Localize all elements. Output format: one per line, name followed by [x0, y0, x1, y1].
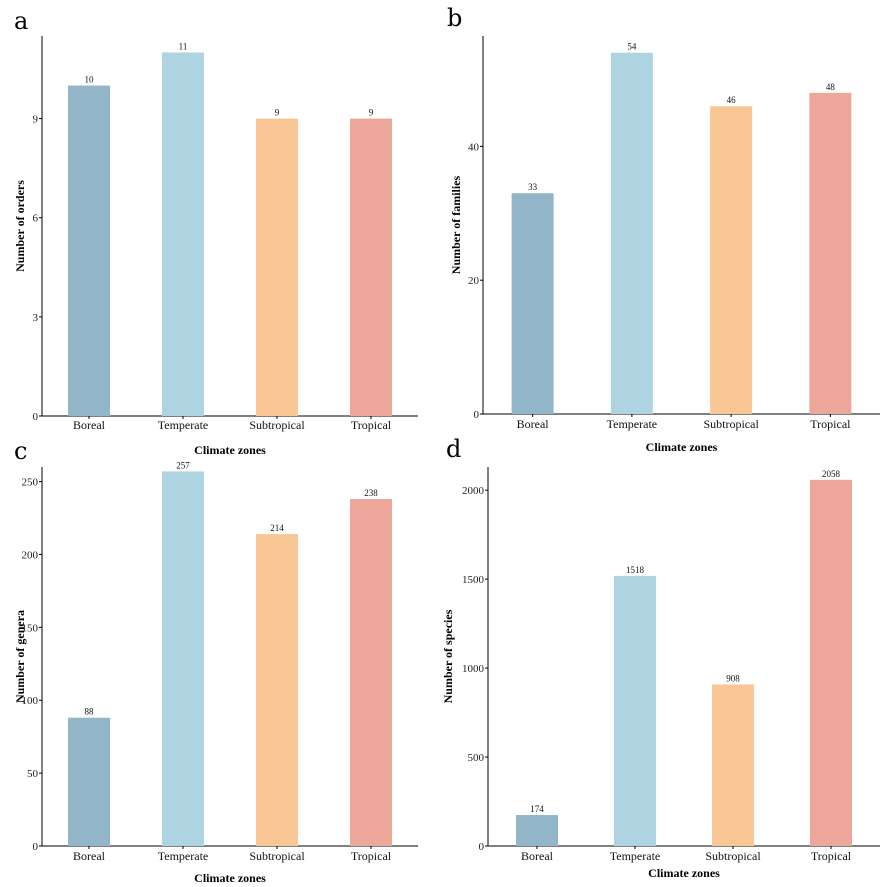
x-tick-label: Temperate — [158, 849, 208, 863]
bar-boreal — [516, 815, 558, 846]
x-tick-label: Temperate — [158, 418, 208, 432]
x-tick-label: Subtropical — [249, 418, 305, 432]
chart-panel-c: c 0 50 100 150 200 250 88 Boreal 257 Temperate 214 S… — [13, 437, 418, 885]
x-tick-label: Boreal — [73, 849, 106, 863]
y-tick-label: 9 — [33, 114, 39, 126]
y-axis-title: Number of families — [449, 175, 463, 274]
x-tick-label: Tropical — [810, 417, 851, 431]
bar-tropical — [350, 118, 392, 416]
y-tick-label: 0 — [33, 411, 39, 423]
bar-boreal — [68, 85, 110, 416]
y-tick-label: 2000 — [462, 485, 485, 497]
y-tick-label: 20 — [468, 275, 480, 287]
chart-panel-b: b 0 20 40 33 Boreal 54 Temperate 46 Subtropical 48… — [447, 4, 880, 454]
x-tick-label: Tropical — [351, 849, 392, 863]
y-tick-label: 0 — [479, 841, 485, 853]
y-tick-label: 1000 — [462, 663, 485, 675]
bar-temperate — [614, 575, 656, 846]
data-label: 238 — [364, 488, 378, 498]
data-label: 10 — [85, 75, 95, 85]
bar-subtropical — [712, 684, 754, 846]
data-label: 214 — [270, 523, 284, 533]
x-tick-label: Tropical — [351, 418, 392, 432]
bar-boreal — [511, 193, 554, 414]
y-tick-label: 3 — [33, 312, 39, 324]
data-label: 48 — [826, 82, 836, 92]
x-tick-label: Subtropical — [249, 849, 305, 863]
y-tick-label: 200 — [22, 549, 39, 561]
bar-temperate — [162, 52, 204, 417]
x-tick-label: Subtropical — [705, 849, 761, 863]
bar-temperate — [610, 52, 653, 415]
x-axis-title: Climate zones — [194, 443, 266, 457]
bar-subtropical — [256, 118, 298, 416]
x-tick-label: Temperate — [610, 849, 660, 863]
bar-temperate — [162, 471, 204, 846]
bar-subtropical — [710, 106, 753, 414]
y-tick-label: 50 — [27, 768, 39, 780]
data-label: 11 — [179, 42, 188, 52]
x-tick-label: Temperate — [607, 417, 657, 431]
panel-letter: c — [14, 437, 27, 465]
y-axis-title: Number of species — [441, 609, 455, 703]
y-tick-label: 500 — [468, 752, 485, 764]
x-tick-label: Subtropical — [703, 417, 759, 431]
y-axis-title: Number of genera — [13, 610, 27, 703]
y-tick-label: 250 — [22, 477, 39, 489]
data-label: 257 — [176, 460, 190, 470]
panel-letter: a — [14, 7, 28, 35]
x-tick-label: Boreal — [521, 849, 554, 863]
data-label: 174 — [530, 804, 544, 814]
data-label: 9 — [369, 108, 374, 118]
chart-panel-d: d 0 500 1000 1500 2000 174 Boreal 1518 Temperate 9… — [441, 435, 880, 880]
y-tick-label: 6 — [33, 213, 39, 225]
bar-subtropical — [256, 534, 298, 846]
y-tick-label: 40 — [468, 141, 480, 153]
x-tick-label: Boreal — [517, 417, 550, 431]
chart-panel-a: a 0 3 6 9 10 Boreal 11 Temperate 9 Subtropical 9 Tro… — [13, 7, 418, 457]
data-label: 46 — [727, 95, 737, 105]
data-label: 88 — [85, 707, 95, 717]
bar-tropical — [350, 499, 392, 846]
data-label: 9 — [275, 108, 280, 118]
bar-tropical — [809, 92, 852, 415]
data-label: 2058 — [822, 469, 841, 479]
panel-letter: b — [447, 4, 462, 32]
bar-boreal — [68, 717, 110, 846]
y-tick-label: 100 — [22, 695, 39, 707]
panel-letter: d — [446, 435, 461, 463]
data-label: 54 — [627, 42, 637, 52]
y-tick-label: 1500 — [462, 574, 485, 586]
x-axis-title: Climate zones — [646, 440, 718, 454]
x-tick-label: Tropical — [811, 849, 852, 863]
data-label: 1518 — [626, 565, 645, 575]
bar-tropical — [810, 479, 852, 846]
y-tick-label: 150 — [22, 622, 39, 634]
x-tick-label: Boreal — [73, 418, 106, 432]
x-axis-title: Climate zones — [194, 871, 266, 885]
data-label: 908 — [726, 673, 740, 683]
y-tick-label: 0 — [33, 841, 39, 853]
x-axis-title: Climate zones — [648, 866, 720, 880]
y-tick-label: 0 — [474, 409, 480, 421]
y-axis-title: Number of orders — [13, 180, 27, 272]
data-label: 33 — [528, 182, 538, 192]
